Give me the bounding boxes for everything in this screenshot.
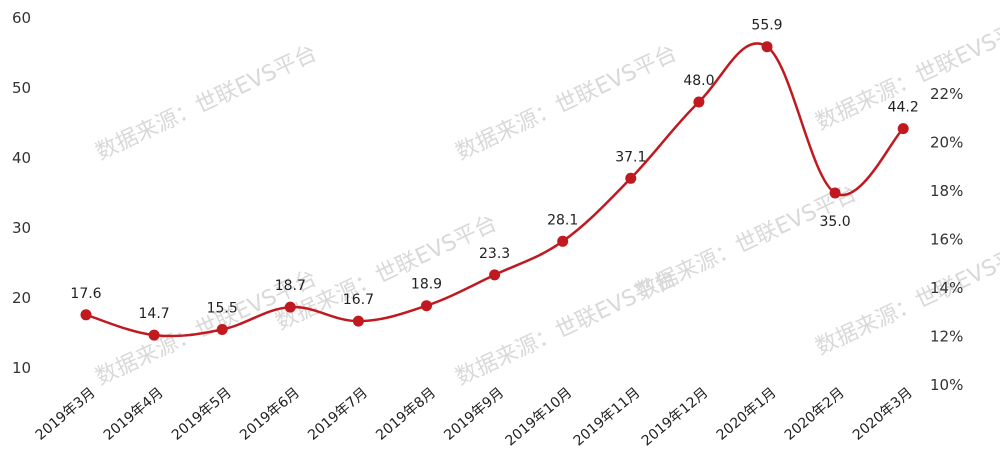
data-label: 37.1 — [615, 149, 646, 165]
data-label: 18.7 — [275, 278, 306, 294]
x-tick-label: 2020年1月 — [714, 385, 780, 444]
data-label: 55.9 — [751, 18, 782, 34]
data-points — [80, 41, 909, 341]
x-tick-label: 2019年5月 — [169, 385, 235, 444]
x-tick-label: 2019年8月 — [373, 385, 439, 444]
y-tick-label: 20 — [12, 289, 31, 307]
data-label: 48.0 — [683, 73, 714, 89]
data-point — [761, 41, 773, 53]
data-point — [557, 235, 569, 247]
y-tick-label: 40 — [12, 149, 31, 167]
data-label: 17.6 — [70, 286, 101, 302]
data-point — [216, 324, 228, 335]
y2-tick-label: 20% — [930, 134, 963, 152]
data-point — [829, 187, 841, 199]
y-axis-right: 10% 12% 14% 16% 18% 20% 22% — [930, 85, 963, 394]
data-label: 18.9 — [411, 277, 442, 293]
x-tick-label: 2020年2月 — [782, 385, 848, 444]
x-tick-label: 2019年4月 — [101, 385, 167, 444]
watermark-text: 数据来源：世联EVS平台 — [92, 41, 321, 165]
data-label: 23.3 — [479, 246, 510, 262]
data-label: 35.0 — [820, 214, 851, 230]
x-tick-label: 2019年6月 — [237, 385, 303, 444]
data-point — [352, 315, 364, 327]
y-tick-label: 30 — [12, 219, 31, 237]
data-point — [421, 300, 432, 312]
watermark-layer: 数据来源：世联EVS平台 数据来源：世联EVS平台 数据来源：世联EVS平台数据来源… — [92, 11, 1000, 390]
y-axis-left: 10 20 30 40 50 60 — [12, 9, 31, 377]
y2-tick-label: 12% — [930, 328, 963, 346]
y-tick-label: 60 — [12, 9, 31, 27]
data-label: 28.1 — [547, 212, 578, 228]
x-tick-label: 2020年3月 — [850, 385, 916, 444]
x-tick-label: 2019年3月 — [33, 385, 99, 444]
watermark-text: 数据来源：世联EVS平台 — [812, 236, 1000, 360]
data-label: 44.2 — [888, 100, 919, 116]
data-point — [489, 269, 501, 281]
y-tick-label: 10 — [12, 359, 31, 377]
x-tick-label: 2019年12月 — [639, 385, 712, 450]
data-point — [148, 329, 160, 341]
y2-tick-label: 18% — [930, 182, 963, 200]
data-point — [693, 96, 705, 108]
data-point — [284, 301, 296, 313]
y2-tick-label: 16% — [930, 231, 963, 249]
x-axis: 2019年3月 2019年4月 2019年5月 2019年6月 2019年7月 2019年… — [33, 385, 916, 450]
x-tick-label: 2019年7月 — [305, 385, 371, 444]
y-tick-label: 50 — [12, 79, 31, 97]
data-label: 14.7 — [139, 306, 170, 322]
data-labels: 17.6 14.7 15.5 18.7 16.7 18.9 23.3 28.1 37.1 48.0… — [70, 18, 918, 322]
x-tick-label: 2019年9月 — [441, 385, 507, 444]
y2-tick-label: 14% — [930, 279, 963, 297]
series-line — [85, 42, 905, 338]
y2-tick-label: 22% — [930, 85, 963, 103]
watermark-text: 数据来源：世联EVS平台 — [812, 11, 1000, 135]
y2-tick-label: 10% — [930, 376, 963, 394]
data-label: 15.5 — [207, 301, 238, 317]
data-point — [80, 309, 92, 321]
x-tick-label: 2019年10月 — [503, 385, 576, 450]
data-point — [897, 123, 909, 135]
watermark-text: 数据来源：世联EVS平台 — [452, 41, 681, 165]
x-tick-label: 2019年11月 — [571, 385, 644, 450]
watermark-text: 数据来源：世联EVS平台 — [632, 181, 861, 305]
data-label: 16.7 — [343, 292, 374, 308]
data-point — [625, 172, 637, 184]
